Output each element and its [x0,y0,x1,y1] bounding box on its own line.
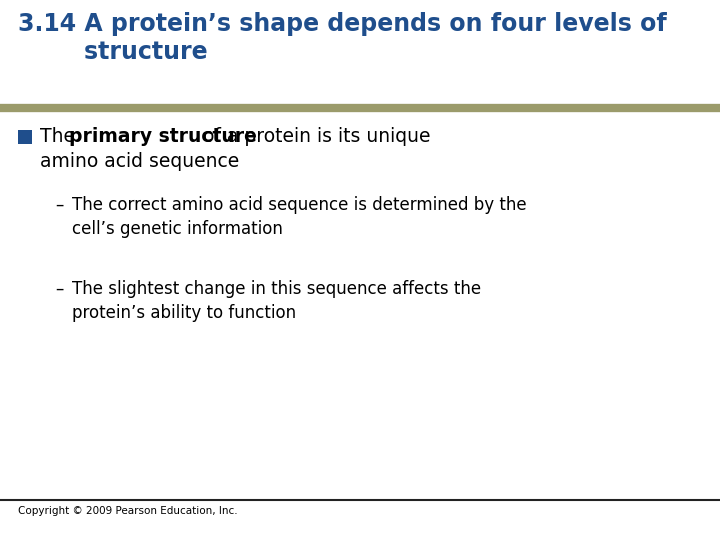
Text: –: – [55,196,63,214]
Text: primary structure: primary structure [69,127,257,146]
Text: The slightest change in this sequence affects the
protein’s ability to function: The slightest change in this sequence af… [72,280,481,322]
Text: of a protein is its unique: of a protein is its unique [197,127,431,146]
Text: The correct amino acid sequence is determined by the
cell’s genetic information: The correct amino acid sequence is deter… [72,196,526,238]
Text: amino acid sequence: amino acid sequence [40,152,239,171]
Text: –: – [55,280,63,298]
Text: Copyright © 2009 Pearson Education, Inc.: Copyright © 2009 Pearson Education, Inc. [18,506,238,516]
Text: 3.14 A protein’s shape depends on four levels of
        structure: 3.14 A protein’s shape depends on four l… [18,12,667,64]
Text: The: The [40,127,81,146]
Bar [18,130,32,144]
